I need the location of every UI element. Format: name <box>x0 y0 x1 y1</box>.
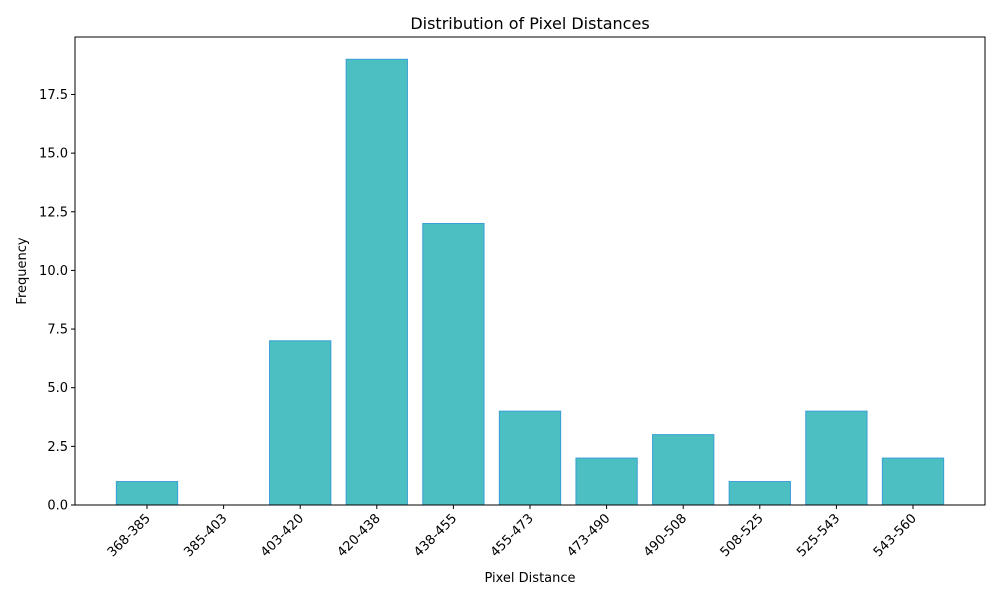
y-tick-label: 17.5 <box>39 88 68 103</box>
x-tick-label: 525-543 <box>794 511 843 560</box>
bar-508-525 <box>728 481 791 506</box>
bar-473-490 <box>575 457 638 506</box>
y-tick-label: 12.5 <box>39 205 68 220</box>
x-tick-label: 438-455 <box>411 511 460 560</box>
y-tick-label: 2.5 <box>47 440 68 455</box>
bar-368-385 <box>115 481 179 506</box>
y-tick-label: 0.0 <box>47 499 68 514</box>
bar-490-508 <box>652 434 715 506</box>
x-tick-label: 420-438 <box>335 511 384 560</box>
x-tick-label: 403-420 <box>258 511 307 560</box>
x-tick-label: 368-385 <box>105 511 154 560</box>
plot-frame <box>74 36 986 506</box>
x-tick-label: 473-490 <box>564 511 613 560</box>
bar-420-438 <box>345 58 408 506</box>
y-tick-label: 5.0 <box>47 381 68 396</box>
y-tick-label: 15.0 <box>39 147 68 162</box>
y-axis-label: Frequency <box>15 237 30 304</box>
bar-543-560 <box>881 457 945 506</box>
bar-403-420 <box>269 340 332 506</box>
x-tick-label: 490-508 <box>641 511 690 560</box>
y-axis: 0.0 2.5 5.0 7.5 10.0 12.5 15.0 17.5 <box>39 88 75 514</box>
x-axis: 368-385 385-403 403-420 420-438 438-455 455-4… <box>105 505 920 560</box>
bar-438-455 <box>422 222 485 506</box>
bars-group <box>115 58 945 506</box>
bar-455-473 <box>498 410 562 506</box>
y-tick-label: 7.5 <box>47 323 68 338</box>
x-tick-label: 543-560 <box>871 511 920 560</box>
x-tick-label: 508-525 <box>718 511 767 560</box>
chart-title: Distribution of Pixel Distances <box>410 14 649 33</box>
bar-525-543 <box>805 410 868 506</box>
x-axis-label: Pixel Distance <box>484 571 575 586</box>
x-tick-label: 385-403 <box>181 511 230 560</box>
y-tick-label: 10.0 <box>39 264 68 279</box>
x-tick-label: 455-473 <box>488 511 537 560</box>
